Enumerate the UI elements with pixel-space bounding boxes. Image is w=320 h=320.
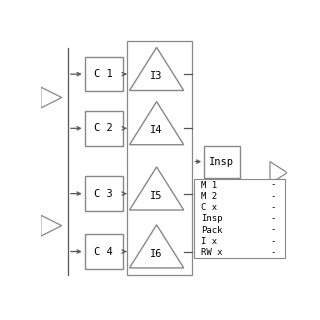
Bar bbox=[84, 111, 123, 146]
Text: C x: C x bbox=[201, 203, 217, 212]
Text: -: - bbox=[270, 226, 275, 235]
Bar bbox=[204, 146, 240, 178]
Text: C 1: C 1 bbox=[94, 69, 113, 79]
Text: C 2: C 2 bbox=[94, 123, 113, 133]
Polygon shape bbox=[130, 225, 184, 268]
Polygon shape bbox=[41, 87, 62, 108]
Text: Insp: Insp bbox=[201, 214, 222, 223]
Text: I x: I x bbox=[201, 237, 217, 246]
Text: Insp: Insp bbox=[209, 156, 235, 167]
Text: C 4: C 4 bbox=[94, 246, 113, 257]
Text: Pack: Pack bbox=[201, 226, 222, 235]
Text: -: - bbox=[270, 180, 275, 189]
Bar bbox=[84, 57, 123, 92]
Text: -: - bbox=[270, 248, 275, 257]
Polygon shape bbox=[270, 162, 287, 184]
Bar bbox=[194, 179, 285, 258]
Bar bbox=[127, 41, 192, 275]
Text: M 2: M 2 bbox=[201, 192, 217, 201]
Text: I3: I3 bbox=[150, 71, 163, 81]
Polygon shape bbox=[130, 167, 184, 210]
Text: I4: I4 bbox=[150, 125, 163, 135]
Text: -: - bbox=[270, 214, 275, 223]
Polygon shape bbox=[41, 215, 62, 236]
Bar bbox=[84, 176, 123, 211]
Text: C 3: C 3 bbox=[94, 188, 113, 199]
Bar bbox=[84, 234, 123, 269]
Text: I6: I6 bbox=[150, 249, 163, 259]
Polygon shape bbox=[130, 102, 184, 145]
Text: I5: I5 bbox=[150, 191, 163, 201]
Text: -: - bbox=[270, 237, 275, 246]
Polygon shape bbox=[130, 47, 184, 91]
Text: M 1: M 1 bbox=[201, 180, 217, 189]
Text: -: - bbox=[270, 203, 275, 212]
Text: RW x: RW x bbox=[201, 248, 222, 257]
Text: -: - bbox=[270, 192, 275, 201]
